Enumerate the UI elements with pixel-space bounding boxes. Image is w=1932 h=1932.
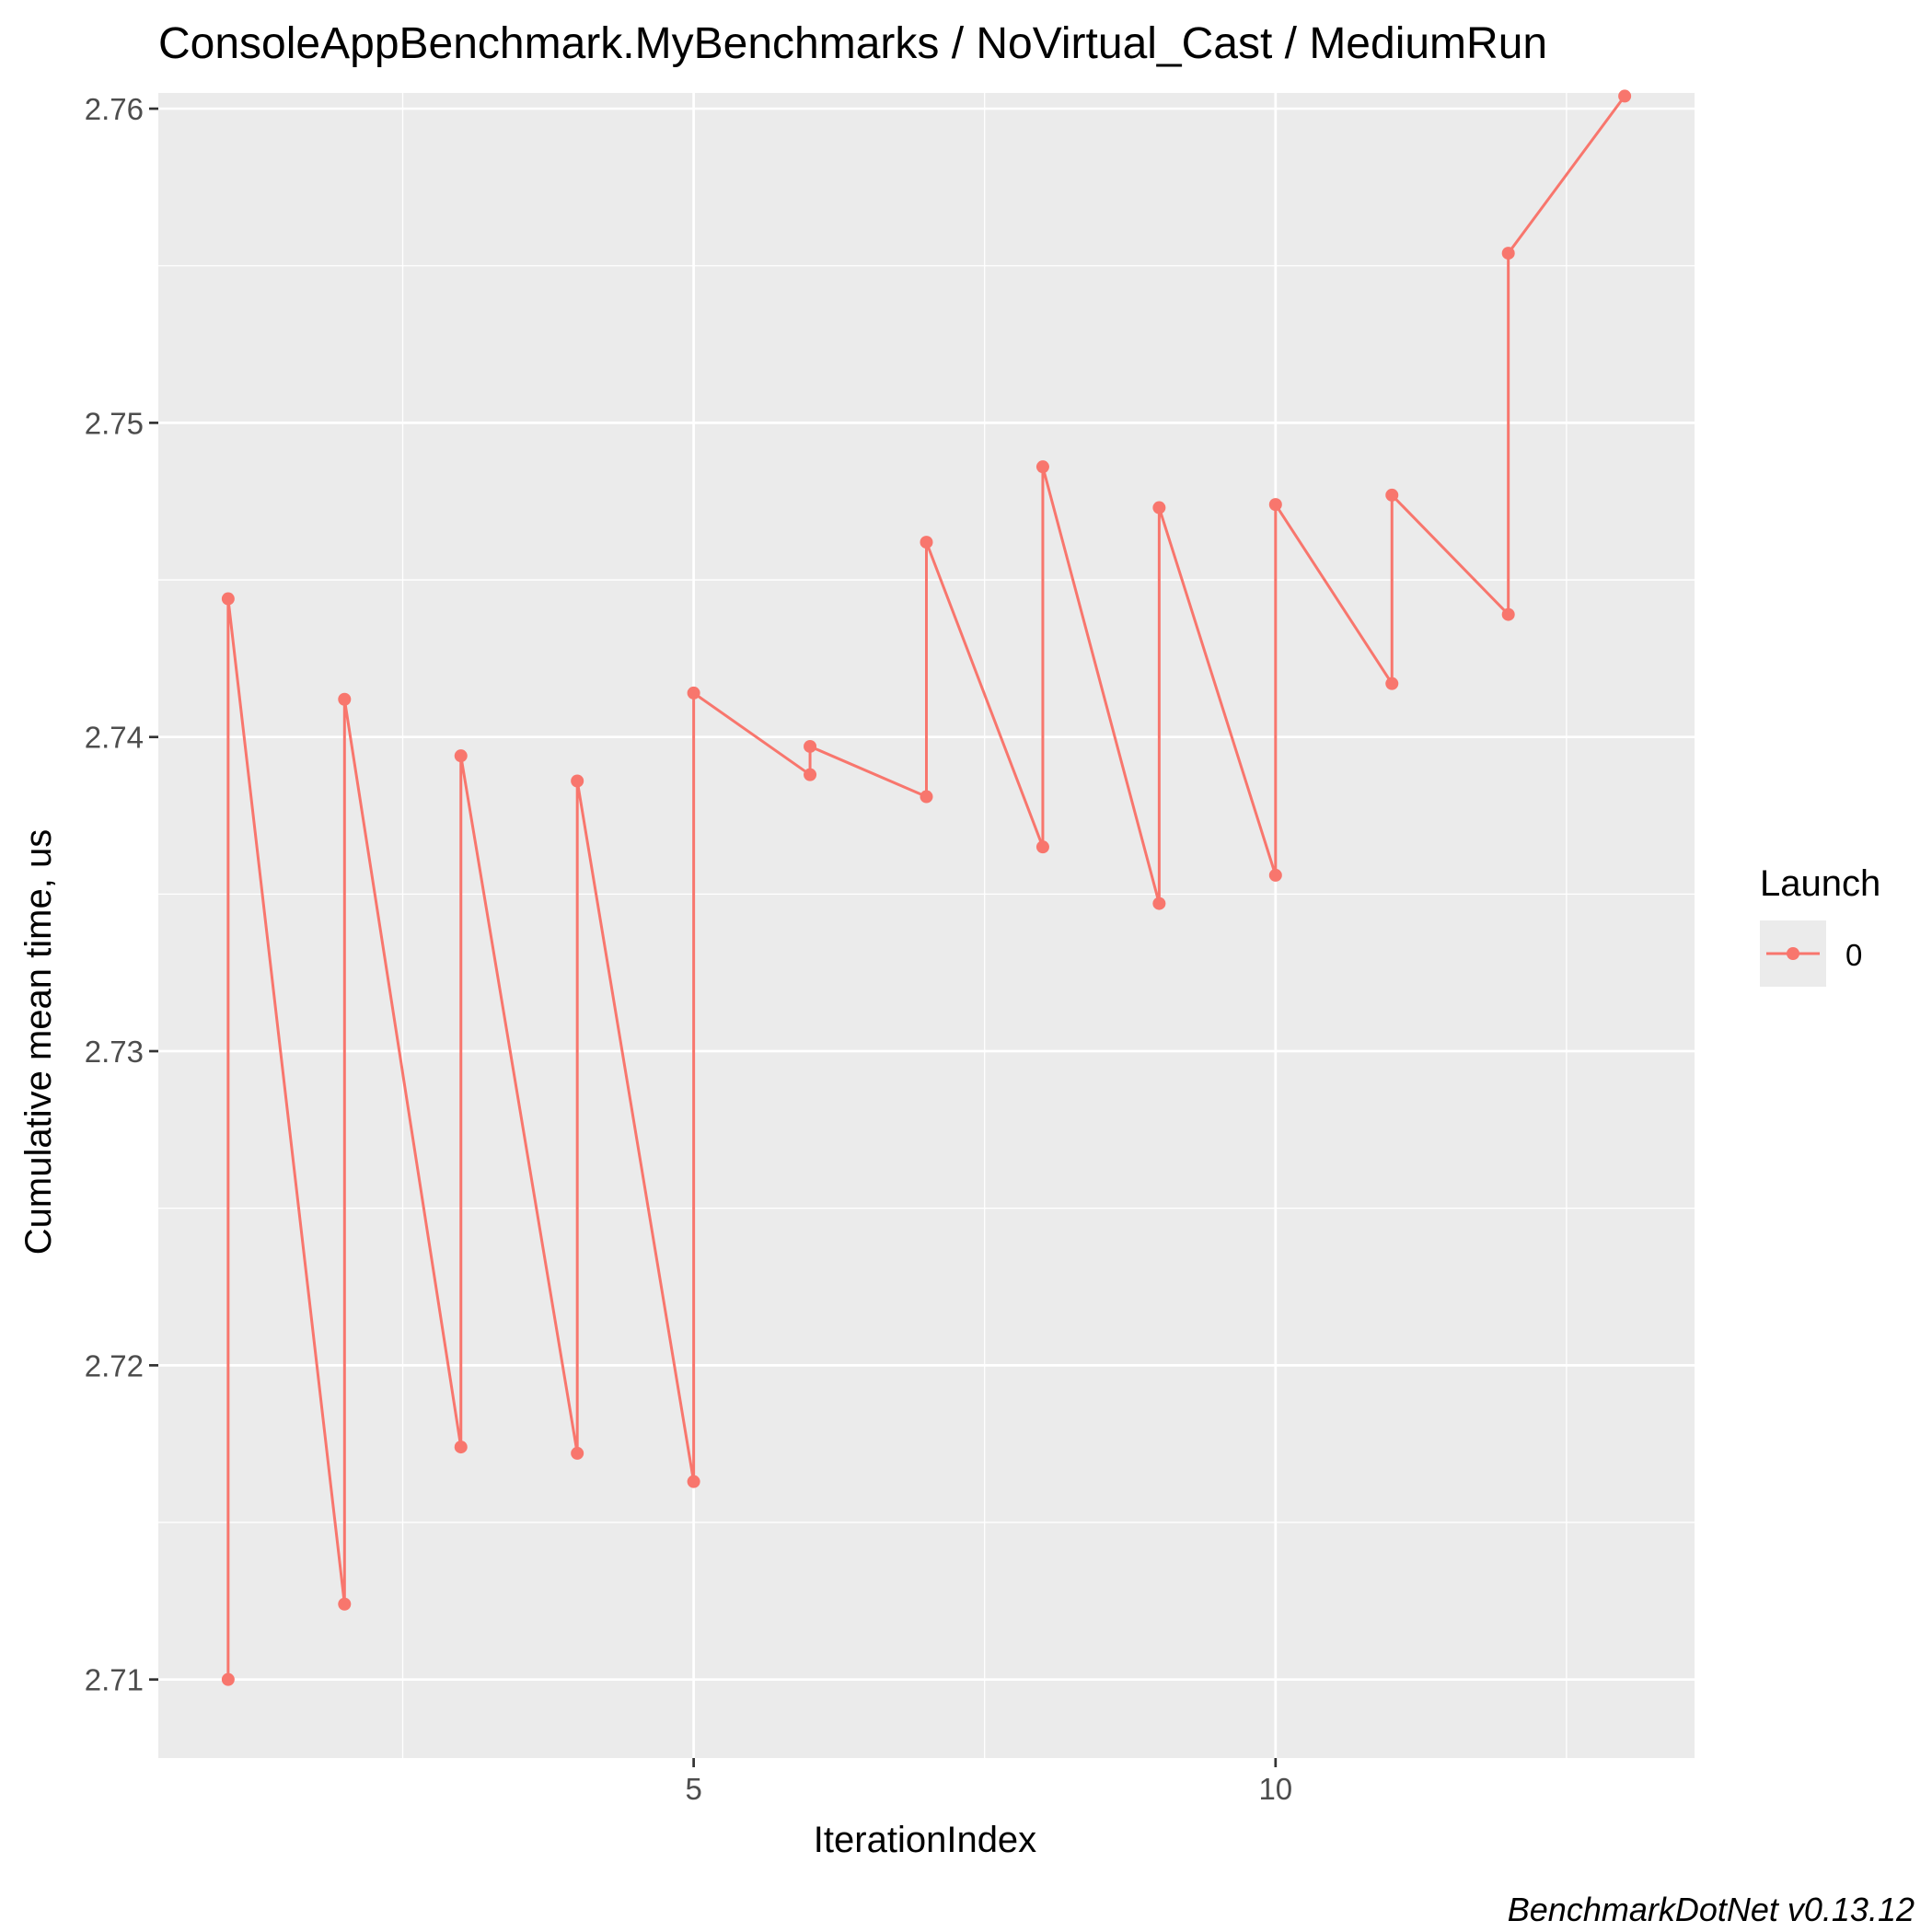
data-point (338, 1597, 352, 1611)
data-point (1385, 488, 1399, 502)
data-point (1385, 677, 1399, 690)
data-point (687, 1475, 700, 1488)
grid-minor (158, 93, 1695, 1758)
data-point (338, 692, 352, 706)
data-point (221, 1672, 235, 1686)
data-point (1501, 247, 1515, 260)
data-point (920, 536, 933, 550)
data-point (1035, 460, 1049, 474)
data-point (454, 1440, 468, 1454)
data-point (1152, 897, 1166, 910)
data-point (1268, 868, 1282, 882)
x-axis-title: IterationIndex (814, 1820, 1036, 1860)
data-point (1035, 840, 1049, 854)
data-point (1501, 607, 1515, 621)
x-tick-label: 10 (1258, 1772, 1292, 1806)
y-tick-label: 2.75 (85, 406, 144, 440)
data-point (920, 790, 933, 804)
chart-title: ConsoleAppBenchmark.MyBenchmarks / NoVir… (158, 19, 1547, 68)
y-tick-label: 2.74 (85, 721, 144, 755)
data-point (1618, 89, 1632, 103)
data-point (1152, 501, 1166, 515)
y-tick-label: 2.73 (85, 1035, 144, 1069)
x-axis: 5 10 (685, 1758, 1292, 1806)
data-point (454, 749, 468, 763)
legend: Launch 0 (1760, 863, 1880, 987)
legend-title: Launch (1760, 863, 1880, 904)
y-tick-label: 2.71 (85, 1663, 144, 1697)
data-point (221, 592, 235, 606)
legend-entry-label: 0 (1845, 938, 1862, 972)
data-point (571, 1446, 584, 1460)
series-layer (221, 89, 1632, 1686)
data-point (571, 774, 584, 788)
data-point (804, 739, 817, 753)
data-point (687, 686, 700, 700)
y-axis-title: Cumulative mean time, us (18, 829, 59, 1255)
plot-panel (158, 93, 1695, 1758)
y-axis: 2.71 2.72 2.73 2.74 2.75 2.76 (85, 92, 158, 1697)
y-tick-label: 2.72 (85, 1348, 144, 1382)
data-point (1268, 498, 1282, 512)
legend-key-point (1787, 947, 1799, 960)
caption: BenchmarkDotNet v0.13.12 (1508, 1891, 1915, 1928)
data-point (804, 768, 817, 781)
y-tick-label: 2.76 (85, 92, 144, 126)
x-tick-label: 5 (685, 1772, 701, 1806)
